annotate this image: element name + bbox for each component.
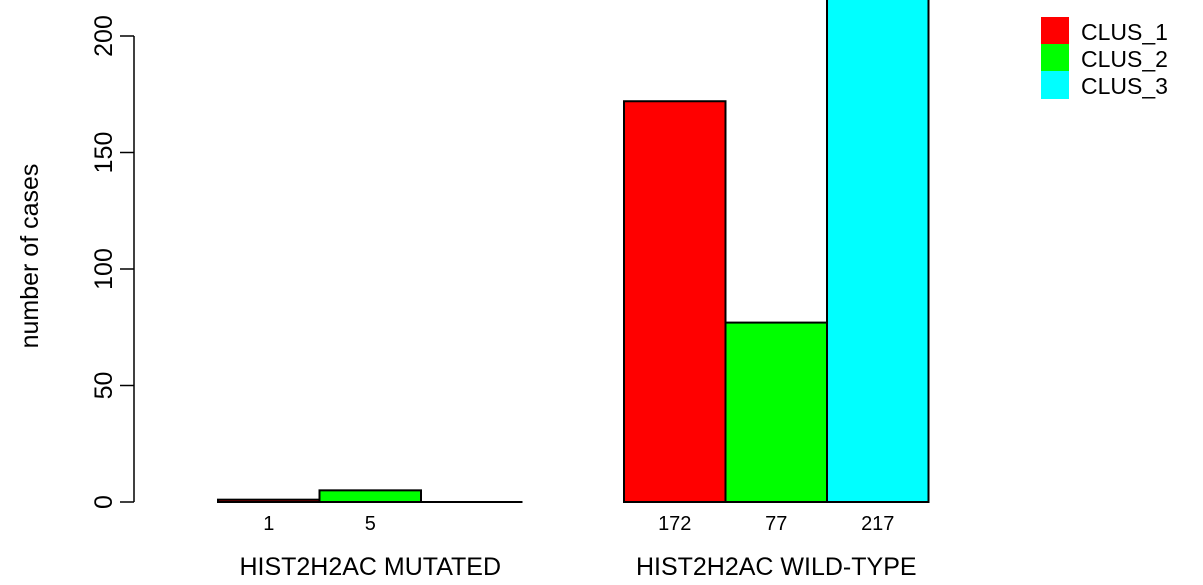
bar-value-label: 5 [365,513,376,535]
bar-group-1-clus-2 [318,489,422,504]
bar-value-label: 217 [861,513,894,535]
bar-value-label: 77 [765,513,787,535]
y-axis: 0 50 100 150 200 [90,15,135,509]
bar-group-2-clus-1 [623,100,727,504]
y-tick-label: 100 [90,248,118,290]
legend-swatch [1041,17,1069,45]
legend-swatch [1041,71,1069,99]
bar-value-label: 1 [263,513,274,535]
bar-group-2-clus-3 [826,0,930,503]
bar-group-2-clus-2 [724,321,828,503]
legend-label: CLUS_1 [1081,19,1168,45]
bar-value-label: 172 [658,513,691,535]
y-tick-label: 0 [90,495,118,509]
y-axis-label: number of cases [16,164,44,349]
bars-layer: 1 5 172 77 217 [217,0,930,535]
legend-label: CLUS_2 [1081,46,1168,72]
x-axis-labels: HIST2H2AC MUTATED HIST2H2AC WILD-TYPE [239,553,916,581]
x-group-label: HIST2H2AC MUTATED [239,553,501,581]
y-tick-label: 200 [90,15,118,57]
legend-label: CLUS_3 [1081,73,1168,99]
x-group-label: HIST2H2AC WILD-TYPE [636,553,917,581]
y-tick-label: 150 [90,132,118,174]
legend-swatch [1041,44,1069,72]
y-tick-label: 50 [90,372,118,400]
